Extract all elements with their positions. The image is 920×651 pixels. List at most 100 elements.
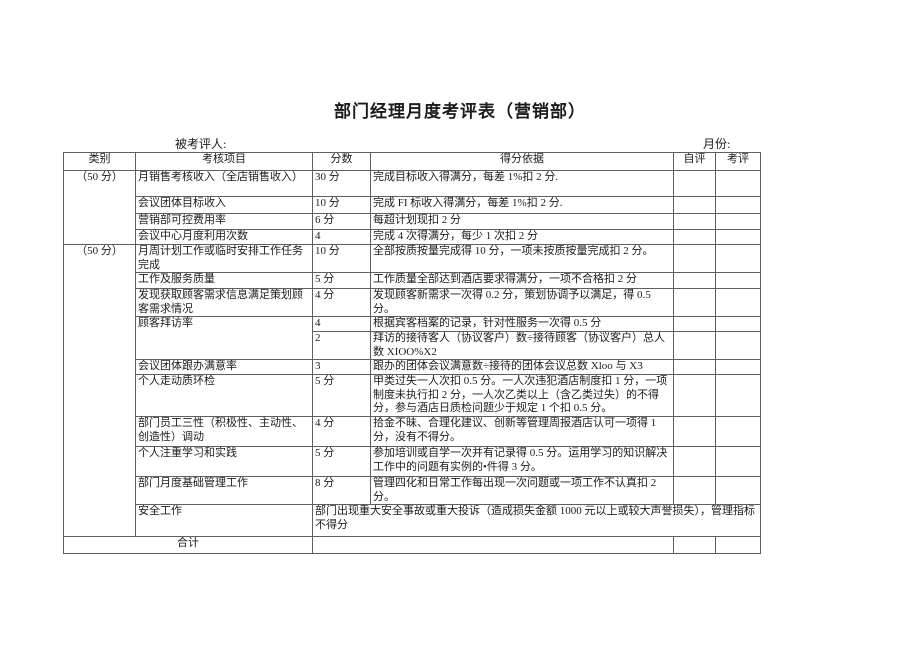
item-cell: 月销售考核收入（全店销售收入）: [135, 170, 313, 197]
self-score-cell: [673, 272, 716, 289]
item-cell: 会议团体跟办满意率: [135, 359, 313, 375]
review-score-cell: [715, 536, 761, 554]
review-score-cell: [715, 374, 761, 417]
review-score-cell: [715, 244, 761, 273]
basis-cell: 完成 4 次得满分，每少 1 次扣 2 分: [370, 229, 674, 245]
table-row: 个人注重学习和实践 5 分 参加培训或自学一次并有记录得 0.5 分。运用学习的…: [64, 446, 761, 477]
safety-row: 安全工作 部门出现重大安全事故或重大投诉（造成损失金额 1000 元以上或较大声…: [64, 504, 761, 537]
score-cell: 5 分: [312, 374, 371, 417]
self-score-cell: [673, 331, 716, 360]
header-row: 类别 考核项目 分数 得分依据 自评 考评: [63, 152, 761, 171]
basis-cell: 完成目标收入得满分，每差 1%扣 2 分.: [370, 170, 674, 197]
col-header-category: 类别: [63, 152, 136, 171]
score-cell: 3: [312, 359, 371, 375]
basis-cell: 拾金不昧、合理化建议、创新等管理周报酒店认可一项得 1 分，没有不得分。: [370, 416, 674, 447]
total-value-cell: [312, 536, 674, 554]
item-cell: 月周计划工作或临时安排工作任务完成: [135, 244, 313, 273]
score-cell: 5 分: [312, 446, 371, 477]
safety-basis-cell: 部门出现重大安全事故或重大投诉（造成损失金额 1000 元以上或较大声誉损失），…: [312, 504, 761, 537]
review-score-cell: [715, 359, 761, 375]
review-score-cell: [715, 229, 761, 245]
basis-cell: 甲类过失一人次扣 0.5 分。一人次违犯酒店制度扣 1 分，一项制度未执行扣 2…: [370, 374, 674, 417]
item-cell: 工作及服务质量: [135, 272, 313, 289]
basis-cell: 发现顾客新需求一次得 0.2 分，策划协调予以满足，得 0.5 分。: [370, 288, 674, 317]
score-cell: 2: [312, 331, 371, 360]
evaluation-table: 类别 考核项目 分数 得分依据 自评 考评 （50 分） 月销售考核收入（全店销…: [63, 152, 761, 554]
item-cell: 会议中心月度利用次数: [135, 229, 313, 245]
score-cell: 10 分: [312, 196, 371, 214]
review-score-cell: [715, 272, 761, 289]
basis-cell: 全部按质按量完成得 10 分，一项未按质按量完成扣 2 分。: [370, 244, 674, 273]
col-header-basis: 得分依据: [370, 152, 674, 171]
score-cell: 4: [312, 229, 371, 245]
review-score-cell: [715, 331, 761, 360]
score-cell: 4 分: [312, 288, 371, 317]
table-row: 工作及服务质量 5 分 工作质量全部达到酒店要求得满分，一项不合格扣 2 分: [64, 272, 761, 289]
item-cell: 个人走动质环检: [135, 374, 313, 417]
col-header-self: 自评: [673, 152, 716, 171]
table-row: 会议团体目标收入 10 分 完成 FI 标收入得满分，每差 1%扣 2 分.: [64, 196, 761, 214]
item-cell: 个人注重学习和实践: [135, 446, 313, 477]
score-cell: 10 分: [312, 244, 371, 273]
assessee-label: 被考评人:: [175, 137, 227, 151]
table-row: 顾客拜访率 4 根据宾客档案的记录，针对性服务一次得 0.5 分: [64, 316, 761, 360]
item-cell: 营销部可控费用率: [135, 213, 313, 230]
score-cell: 4: [312, 316, 371, 332]
table-row: 部门月度基础管理工作 8 分 管理四化和日常工作每出现一次问题或一项工作不认真扣…: [64, 476, 761, 505]
basis-cell: 管理四化和日常工作每出现一次问题或一项工作不认真扣 2 分。: [370, 476, 674, 505]
self-score-cell: [673, 446, 716, 477]
table-row: （50 分） 月销售考核收入（全店销售收入） 30 分 完成目标收入得满分，每差…: [63, 170, 761, 245]
category-group-cell: （50 分）: [63, 170, 136, 245]
self-score-cell: [673, 476, 716, 505]
table-row: （50 分） 月周计划工作或临时安排工作任务完成 10 分 全部按质按量完成得 …: [63, 244, 761, 537]
table-row: 会议团体跟办满意率 3 跟办的团体会议满意数÷接待的团体会议总数 Xloo 与 …: [64, 359, 761, 375]
table-row: 个人走动质环检 5 分 甲类过失一人次扣 0.5 分。一人次违犯酒店制度扣 1 …: [64, 374, 761, 417]
self-score-cell: [673, 229, 716, 245]
total-row: 合计: [63, 536, 761, 554]
self-score-cell: [673, 288, 716, 317]
self-score-cell: [673, 213, 716, 230]
page-title: 部门经理月度考评表（营销部）: [334, 102, 586, 121]
review-score-cell: [715, 196, 761, 214]
col-header-item: 考核项目: [135, 152, 313, 171]
item-cell: 安全工作: [135, 504, 313, 537]
self-score-cell: [673, 536, 716, 554]
col-header-score: 分数: [312, 152, 371, 171]
review-score-cell: [715, 316, 761, 332]
basis-cell: 每超计划现扣 2 分: [370, 213, 674, 230]
table-row: 发现获取顾客需求信息满足策划顾客需求情况 4 分 发现顾客新需求一次得 0.2 …: [64, 288, 761, 317]
review-score-cell: [715, 446, 761, 477]
item-cell: 部门员工三性（积极性、主动性、创造性）调动: [135, 416, 313, 447]
basis-cell: 工作质量全部达到酒店要求得满分，一项不合格扣 2 分: [370, 272, 674, 289]
review-score-cell: [715, 288, 761, 317]
basis-cell: 参加培训或自学一次并有记录得 0.5 分。运用学习的知识解决工作中的问题有实例的…: [370, 446, 674, 477]
total-label-cell: 合计: [63, 536, 313, 554]
month-label: 月份:: [703, 137, 731, 151]
table-row: 会议中心月度利用次数 4 完成 4 次得满分，每少 1 次扣 2 分: [64, 229, 761, 245]
basis-cell: 拜访的接待客人（协议客户）数÷接待顾客（协议客户）总人数 XIOO%X2: [370, 331, 674, 360]
review-score-cell: [715, 170, 761, 197]
self-score-cell: [673, 416, 716, 447]
basis-cell: 跟办的团体会议满意数÷接待的团体会议总数 Xloo 与 X3: [370, 359, 674, 375]
score-cell: 6 分: [312, 213, 371, 230]
self-score-cell: [673, 374, 716, 417]
review-score-cell: [715, 476, 761, 505]
col-header-review: 考评: [715, 152, 761, 171]
category-group-cell: （50 分）: [63, 244, 136, 537]
score-cell: 8 分: [312, 476, 371, 505]
self-score-cell: [673, 196, 716, 214]
score-cell: 4 分: [312, 416, 371, 447]
table-row: 2 拜访的接待客人（协议客户）数÷接待顾客（协议客户）总人数 XIOO%X2: [64, 331, 761, 360]
self-score-cell: [673, 244, 716, 273]
table-row: 部门员工三性（积极性、主动性、创造性）调动 4 分 拾金不昧、合理化建议、创新等…: [64, 416, 761, 447]
self-score-cell: [673, 170, 716, 197]
review-score-cell: [715, 416, 761, 447]
score-cell: 5 分: [312, 272, 371, 289]
item-cell: 会议团体目标收入: [135, 196, 313, 214]
basis-cell: 完成 FI 标收入得满分，每差 1%扣 2 分.: [370, 196, 674, 214]
item-cell: 部门月度基础管理工作: [135, 476, 313, 505]
table-row: 营销部可控费用率 6 分 每超计划现扣 2 分: [64, 213, 761, 230]
score-cell: 30 分: [312, 170, 371, 197]
self-score-cell: [673, 316, 716, 332]
